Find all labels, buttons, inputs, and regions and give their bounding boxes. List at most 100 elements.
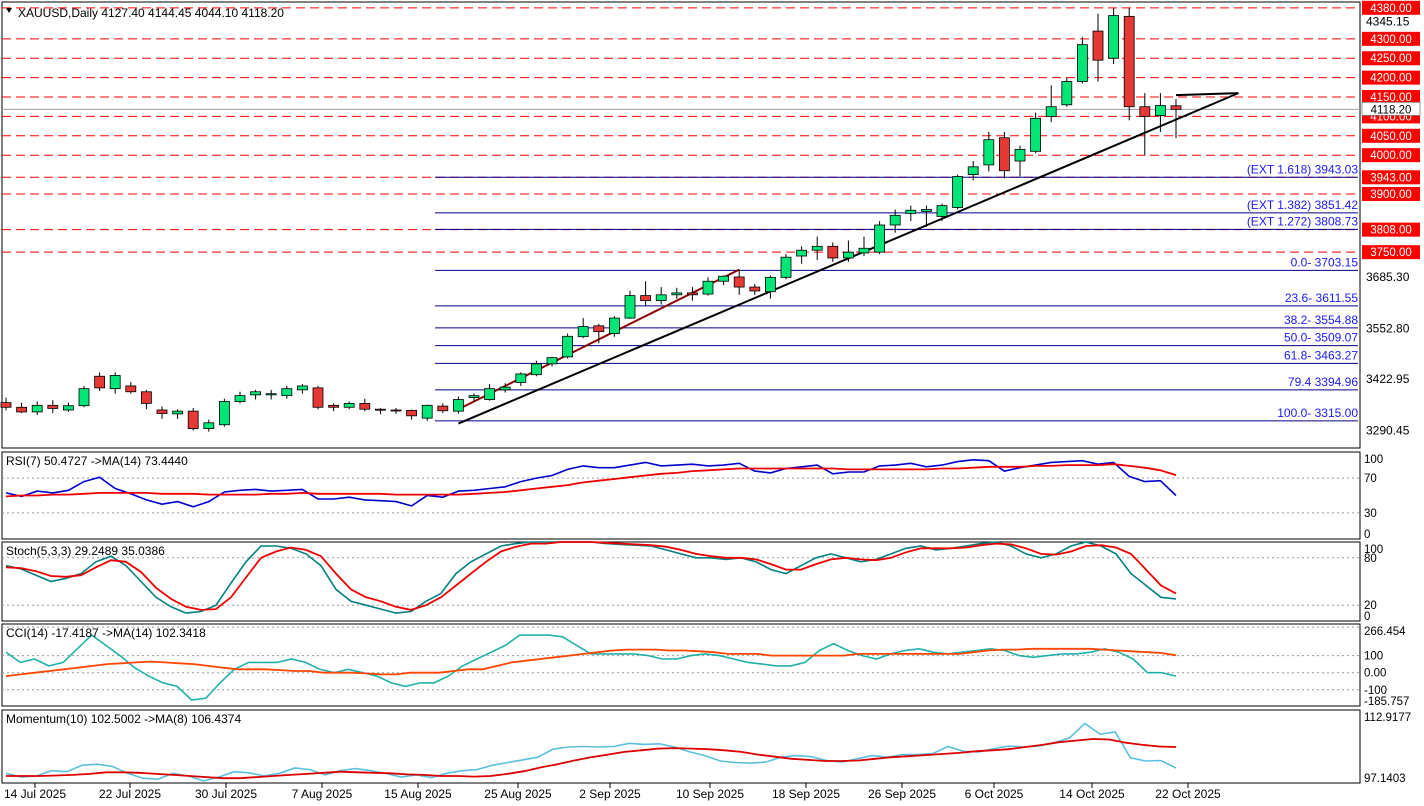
fib-label: (EXT 1.272) 3808.73 — [1247, 214, 1359, 228]
current-price-tag — [1361, 101, 1421, 116]
candle-up — [874, 224, 885, 253]
level-tag-label: 4000.00 — [1370, 150, 1412, 162]
chevron-down-icon — [6, 8, 12, 13]
candle-up — [265, 393, 277, 396]
fib-label: (EXT 1.382) 3851.42 — [1247, 198, 1359, 212]
level-tag — [1362, 148, 1420, 163]
candle-up — [499, 386, 511, 391]
x-tick-label: 6 Oct 2025 — [965, 787, 1024, 801]
y-tick-label: 3552.80 — [1366, 322, 1410, 336]
pane-frame-3 — [1, 623, 1361, 707]
candle-down — [16, 406, 28, 413]
y-tick-label: 70 — [1364, 473, 1377, 485]
candle-down — [374, 408, 386, 411]
x-tick-label: 22 Jul 2025 — [99, 787, 161, 801]
candle-up — [515, 373, 527, 383]
candle-up — [858, 247, 870, 254]
candle-up — [468, 395, 480, 398]
level-tag — [1362, 186, 1420, 201]
candle-up — [983, 139, 995, 166]
y-tick-label: 0 — [1364, 611, 1370, 623]
pane-frame-4 — [1, 709, 1361, 784]
candle-up — [1077, 44, 1088, 82]
y-tick-label: 100 — [1364, 544, 1383, 556]
candle-up — [63, 405, 74, 411]
x-axis: 14 Jul 2025 22 Jul 2025 30 Jul 2025 7 Aug 2… — [4, 783, 1221, 801]
candle-up — [577, 326, 589, 338]
candle-down — [156, 409, 168, 414]
fib-label: 38.2- 3554.88 — [1284, 313, 1358, 327]
price-pane[interactable]: 4380.004300.004250.004200.004150.004100.… — [0, 0, 1421, 438]
cci-pane[interactable]: 266.454 100 0.00 -100-185.757 CCI(14) -17.41… — [2, 626, 1409, 708]
pane-title: Stoch(5,3,3) 29.2489 35.0386 — [6, 544, 165, 558]
x-tick-label: 7 Aug 2025 — [292, 787, 353, 801]
candle-up — [624, 295, 636, 319]
pane-frame-0 — [1, 1, 1361, 449]
candle-up — [811, 245, 823, 251]
y-tick-label: 0.00 — [1364, 668, 1386, 680]
x-tick-label: 25 Aug 2025 — [484, 787, 552, 801]
y-tick-label: 100 — [1364, 454, 1383, 466]
candle-down — [328, 404, 340, 408]
candle-down — [94, 375, 105, 389]
x-tick-label: 10 Sep 2025 — [676, 787, 744, 801]
y-tick-label: 20 — [1364, 600, 1377, 612]
level-tag-label: 3750.00 — [1370, 247, 1412, 259]
candle-down — [999, 137, 1010, 172]
series-line-0 — [5, 458, 1177, 508]
candle-up — [172, 410, 184, 415]
level-tag — [1362, 70, 1420, 85]
y-tick-label: 3290.45 — [1366, 423, 1410, 437]
level-tag — [1362, 31, 1420, 46]
series-line-1 — [5, 463, 1177, 498]
candle-down — [1123, 15, 1135, 108]
y-tick-label: 97.1403 — [1364, 773, 1406, 785]
candle-up — [562, 335, 573, 358]
level-tag-label: 4200.00 — [1370, 73, 1412, 85]
candle-down — [827, 245, 839, 259]
candle-down — [125, 385, 137, 393]
candle-up — [31, 404, 43, 413]
level-tag-label: 4300.00 — [1370, 34, 1412, 46]
level-tag — [1362, 170, 1420, 185]
level-tag — [1362, 128, 1420, 143]
y-tick-label: -185.757 — [1364, 696, 1409, 708]
candle-up — [452, 399, 464, 412]
candle-up — [421, 404, 433, 419]
candle-up — [905, 209, 917, 214]
fib-label: 0.0- 3703.15 — [1291, 255, 1359, 269]
candle-up — [671, 292, 683, 296]
series-line-1 — [5, 647, 1177, 677]
y-tick-label: 0 — [1364, 529, 1370, 541]
candle-up — [531, 363, 542, 376]
trendline-1 — [1175, 92, 1239, 97]
candle-up — [1108, 15, 1119, 59]
level-tag-label: 3808.00 — [1370, 225, 1412, 237]
candle-up — [609, 317, 620, 334]
candle-up — [843, 251, 854, 259]
candle-down — [749, 286, 761, 292]
candle-up — [109, 375, 121, 390]
x-tick-label: 30 Jul 2025 — [195, 787, 257, 801]
candle-down — [1139, 106, 1151, 117]
momentum-pane[interactable]: 112.9177 97.1403 Momentum(10) 102.5002 ->M… — [5, 712, 1411, 785]
price-title: XAUUSD,Daily 4127.40 4144.45 4044.10 411… — [18, 6, 284, 20]
candle-up — [1155, 105, 1166, 117]
candle-down — [0, 402, 12, 408]
x-tick-label: 14 Jul 2025 — [4, 787, 66, 801]
fib-label: 50.0- 3509.07 — [1284, 331, 1358, 345]
fib-label: 23.6- 3611.55 — [1285, 291, 1358, 305]
level-tag-label: 4380.00 — [1370, 3, 1412, 15]
level-tag-label: 4050.00 — [1370, 131, 1412, 143]
candle-up — [296, 385, 308, 391]
x-tick-label: 15 Aug 2025 — [384, 787, 452, 801]
rsi-pane[interactable]: 100 70 30 0 RSI(7) 50.4727 ->MA(14) 73.4440 — [2, 454, 1383, 541]
level-tag-label: 3943.00 — [1370, 172, 1412, 184]
candle-up — [484, 388, 496, 400]
series-line-1 — [5, 541, 1177, 611]
candle-up — [1045, 106, 1057, 117]
x-tick-label: 14 Oct 2025 — [1059, 787, 1125, 801]
candle-down — [47, 404, 59, 409]
candle-up — [889, 214, 901, 226]
